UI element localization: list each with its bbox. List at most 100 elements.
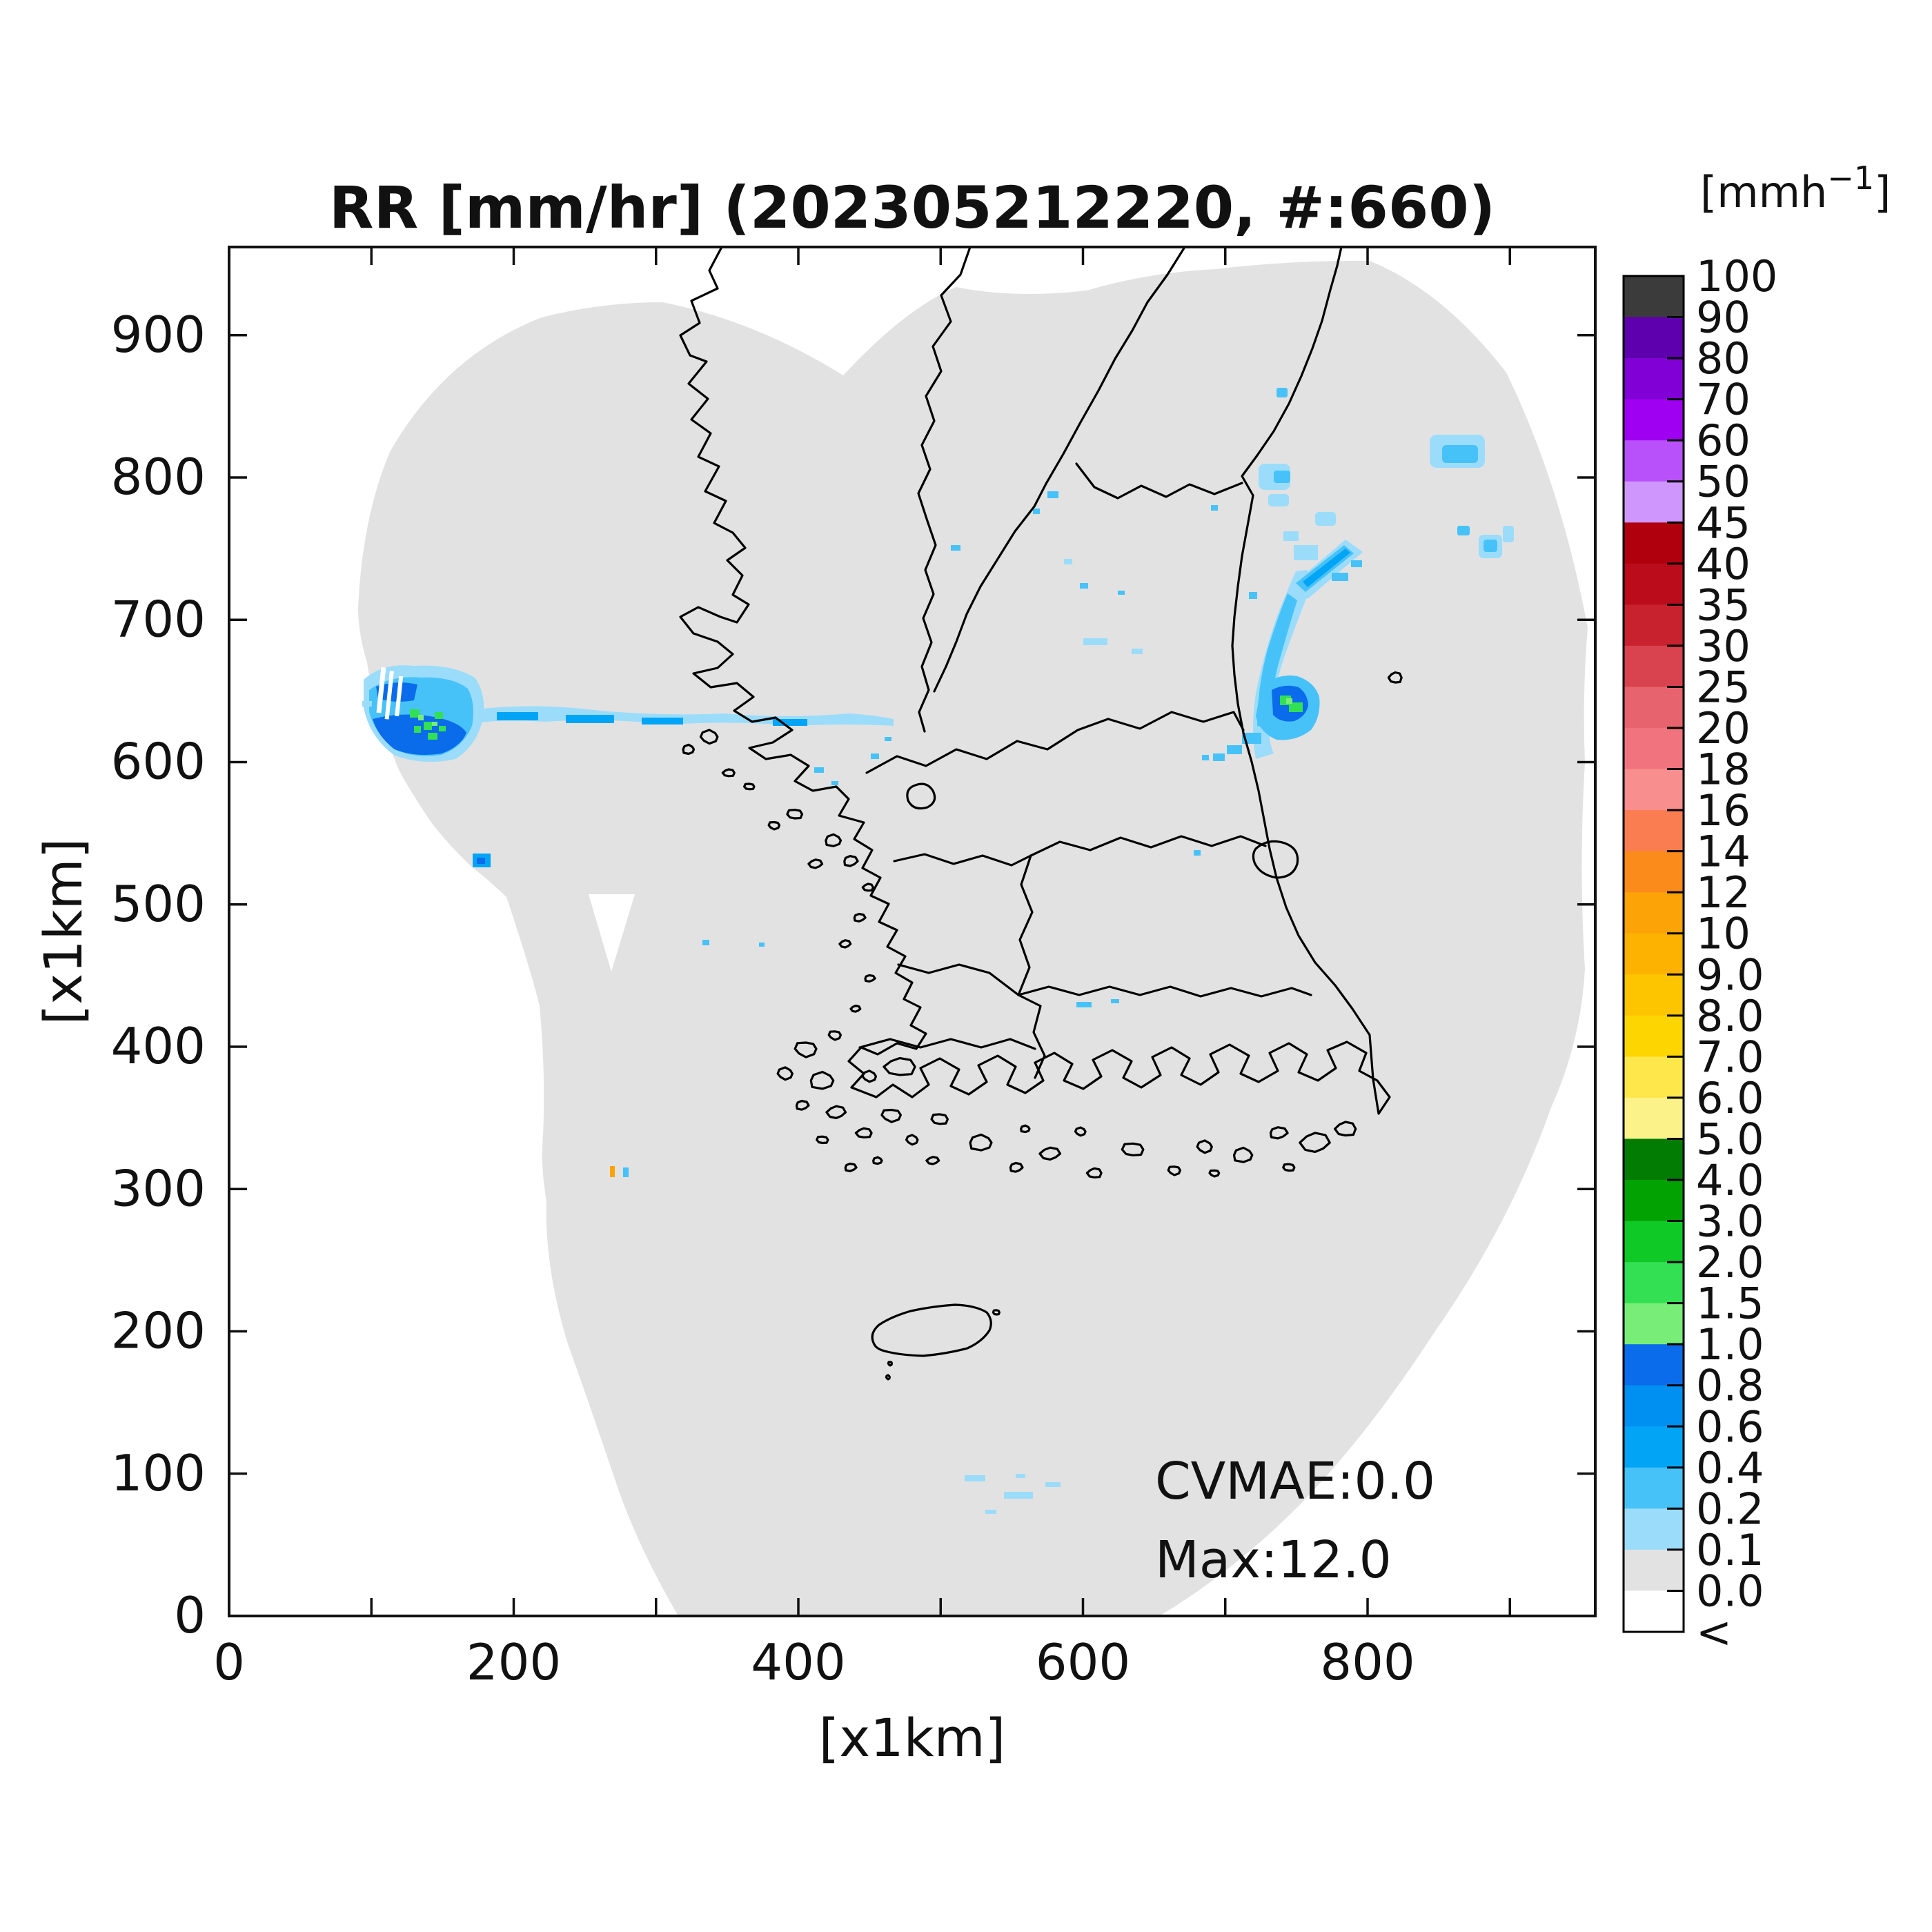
border-line-dmz	[865, 711, 1245, 774]
colorbar-segment-8.0	[1624, 974, 1684, 1016]
colorbar-tick-label-10: 10	[1696, 909, 1751, 959]
y-tick-label-900: 900	[111, 306, 206, 364]
colorbar-tick-label-60: 60	[1696, 415, 1751, 466]
x-tick-label-600: 600	[1036, 1633, 1130, 1691]
island	[1074, 1126, 1087, 1137]
y-tick-label-700: 700	[111, 590, 206, 648]
colorbar-tick-label-1.0: 1.0	[1696, 1319, 1764, 1370]
colorbar-tick-label-8.0: 8.0	[1696, 991, 1764, 1041]
island	[1299, 1132, 1331, 1153]
island	[843, 855, 859, 867]
colorbar-segment-1.0	[1624, 1303, 1684, 1345]
island	[809, 1070, 835, 1090]
island	[905, 1134, 919, 1146]
y-axis-label: [x1km]	[32, 838, 94, 1025]
axis-ticks	[228, 247, 1595, 1617]
colorbar-segment-1.5	[1624, 1262, 1684, 1304]
island	[793, 1041, 818, 1058]
island	[969, 1133, 993, 1152]
colorbar-segment-90	[1624, 276, 1684, 318]
island	[1167, 1165, 1181, 1176]
colorbar-segment-40	[1624, 522, 1684, 564]
border-line-nk-east	[933, 247, 1186, 693]
colorbar-tick-label-0.0: 0.0	[1696, 1566, 1764, 1616]
colorbar-tick-label-6.0: 6.0	[1696, 1073, 1764, 1123]
colorbar-segment-4.0	[1624, 1138, 1684, 1181]
colorbar-segment-7.0	[1624, 1015, 1684, 1058]
precip-east-sea-scatter	[1064, 388, 1514, 654]
colorbar-tick-label-0.4: 0.4	[1696, 1443, 1764, 1493]
colorbar	[1622, 275, 1685, 1633]
colorbar-tick-label-1.5: 1.5	[1696, 1279, 1764, 1329]
colorbar-tick-label-50: 50	[1696, 457, 1751, 507]
island	[1387, 671, 1403, 684]
colorbar-segment-2.0	[1624, 1221, 1684, 1263]
y-tick-label-600: 600	[111, 733, 206, 791]
island	[1020, 1124, 1031, 1134]
daegu-boundary-loop	[1252, 840, 1299, 879]
colorbar-segment-9.0	[1624, 933, 1684, 976]
colorbar-tick-label-5.0: 5.0	[1696, 1114, 1764, 1164]
island	[930, 1113, 949, 1125]
x-tick-label-400: 400	[751, 1633, 845, 1691]
colorbar-segment-14	[1624, 810, 1684, 852]
island	[1232, 1146, 1254, 1163]
radar-coverage-region	[358, 260, 1588, 1616]
x-tick-label-200: 200	[466, 1633, 561, 1691]
y-tick-label-800: 800	[111, 448, 206, 506]
island	[925, 1156, 940, 1165]
island	[795, 1099, 810, 1111]
colorbar-segment-0.8	[1624, 1344, 1684, 1386]
x-tick-label-800: 800	[1320, 1633, 1414, 1691]
colorbar-tick-label-0.8: 0.8	[1696, 1361, 1764, 1411]
colorbar-segment-16	[1624, 769, 1684, 811]
colorbar-tick-label-80: 80	[1696, 333, 1751, 384]
colorbar-tick-label-14: 14	[1696, 827, 1751, 877]
cvmae-annotation: CVMAE:0.0	[1155, 1452, 1435, 1511]
island	[1038, 1146, 1062, 1161]
island	[887, 1361, 894, 1367]
island	[1269, 1126, 1289, 1140]
island	[1085, 1167, 1103, 1179]
island	[1121, 1142, 1145, 1156]
y-tick-label-500: 500	[111, 875, 206, 933]
island	[807, 858, 824, 869]
y-tick-label-400: 400	[111, 1017, 206, 1075]
y-tick-labels: 0 100 200 300 400 500 600 700 800 900	[111, 306, 206, 1644]
colorbar-segment-35	[1624, 563, 1684, 606]
colorbar-tick-label-0.1: 0.1	[1696, 1525, 1764, 1575]
colorbar-tick-label-45: 45	[1696, 497, 1751, 548]
colorbar-segment-70	[1624, 358, 1684, 400]
precip-green-core-west	[410, 709, 446, 740]
y-tick-label-200: 200	[111, 1302, 206, 1360]
colorbar-segment-10	[1624, 892, 1684, 934]
colorbar-segment-50	[1624, 440, 1684, 482]
plot-frame	[228, 246, 1597, 1617]
colorbar-segment-5.0	[1624, 1097, 1684, 1140]
colorbar-segment-80	[1624, 317, 1684, 359]
colorbar-labels: 100908070605045403530252018161412109.08.…	[1696, 251, 1777, 1657]
precip-green-core-east	[1280, 696, 1303, 712]
island	[721, 768, 736, 778]
colorbar-tick-label-100: 100	[1696, 251, 1777, 302]
small-islands	[682, 671, 1403, 1381]
island	[1196, 1139, 1213, 1154]
island	[854, 1127, 873, 1138]
island	[880, 1108, 902, 1123]
precip-west-comet	[362, 665, 894, 867]
island	[1208, 1169, 1221, 1178]
island	[844, 1162, 858, 1172]
orange-speck	[610, 1166, 615, 1177]
colorbar-tick-label-25: 25	[1696, 662, 1751, 712]
colorbar-segment-0.0	[1624, 1549, 1684, 1592]
jeju-island	[871, 1303, 992, 1357]
colorbar-tick-label-16: 16	[1696, 785, 1751, 836]
island	[853, 912, 867, 923]
y-tick-label-0: 0	[174, 1586, 206, 1644]
island	[699, 729, 719, 745]
island	[849, 1005, 862, 1013]
colorbar-tick-label-2.0: 2.0	[1696, 1237, 1764, 1288]
island	[864, 974, 876, 983]
